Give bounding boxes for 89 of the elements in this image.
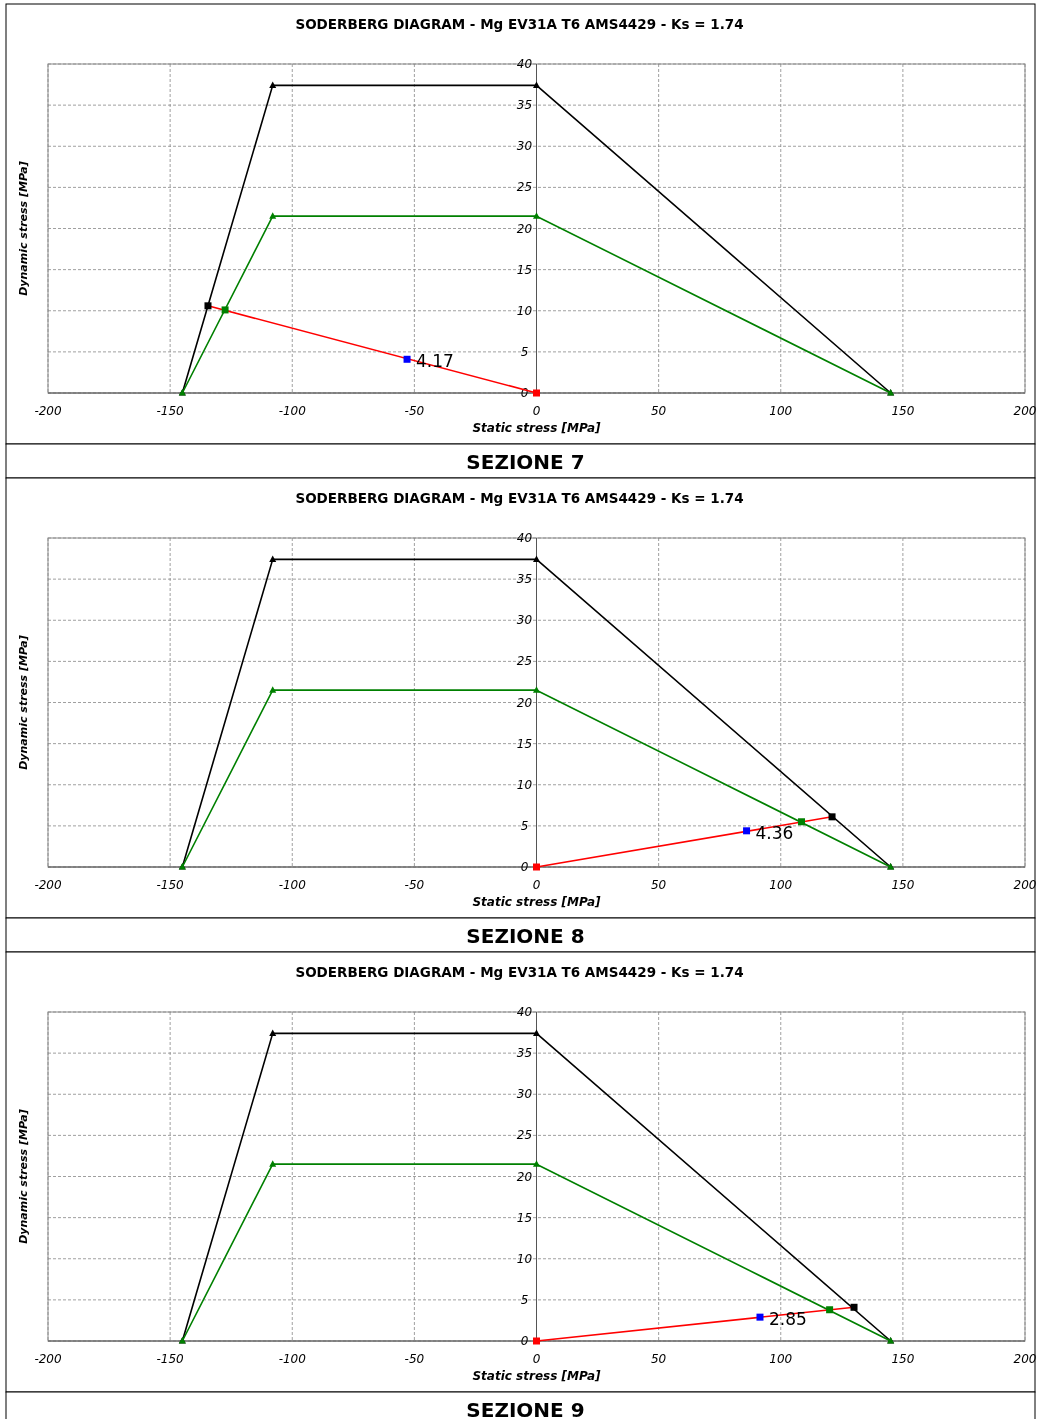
y-tick-label: 10	[516, 303, 533, 318]
point	[269, 212, 277, 219]
point	[403, 355, 411, 363]
y-tick-label: 20	[516, 695, 533, 710]
x-tick-label: 150	[891, 1352, 915, 1366]
x-axis-title: Static stress [MPa]	[472, 421, 602, 435]
x-tick-label: 150	[891, 404, 915, 418]
x-tick-label: -100	[278, 878, 307, 892]
point	[743, 827, 751, 835]
x-tick-label: -150	[156, 1352, 185, 1366]
x-tick-label: -100	[278, 404, 307, 418]
y-tick-label: 35	[516, 1046, 533, 1061]
x-tick-label: 100	[769, 878, 793, 892]
y-tick-label: 40	[516, 57, 533, 71]
point	[798, 818, 806, 826]
y-axis-title: Dynamic stress [MPa]	[17, 635, 30, 770]
y-tick-label: 15	[516, 1210, 533, 1225]
x-tick-label: 200	[1013, 1352, 1037, 1366]
y-tick-label: 0	[520, 1334, 529, 1348]
y-axis-title: Dynamic stress [MPa]	[17, 1109, 30, 1244]
point	[533, 1337, 540, 1345]
y-tick-label: 35	[516, 572, 533, 587]
y-tick-label: 30	[516, 1087, 533, 1102]
x-axis-title: Static stress [MPa]	[472, 1369, 602, 1383]
point	[850, 1303, 858, 1311]
y-tick-label: 15	[516, 736, 533, 751]
x-tick-label: 150	[891, 878, 915, 892]
annotation: 2.85	[768, 1309, 807, 1330]
y-tick-label: 25	[516, 654, 533, 669]
x-axis-title: Static stress [MPa]	[472, 895, 602, 909]
x-tick-label: 100	[769, 1352, 793, 1366]
y-tick-label: 10	[516, 777, 533, 792]
y-tick-label: 10	[516, 1251, 533, 1266]
x-tick-label: -100	[278, 1352, 307, 1366]
y-tick-label: 30	[516, 139, 533, 154]
x-tick-label: -200	[34, 404, 62, 418]
point	[269, 1029, 277, 1036]
y-tick-label: 40	[516, 1005, 533, 1019]
x-tick-label: 50	[650, 404, 667, 418]
point	[269, 555, 277, 562]
x-tick-label: -50	[404, 878, 425, 892]
x-tick-label: -200	[34, 1352, 62, 1366]
point	[533, 81, 540, 88]
point	[204, 302, 212, 310]
point	[533, 863, 540, 871]
x-tick-label: -200	[34, 878, 62, 892]
annotation: 4.36	[755, 822, 794, 843]
x-tick-label: -150	[156, 878, 185, 892]
x-tick-label: 50	[650, 1352, 667, 1366]
y-tick-label: 25	[516, 180, 533, 195]
text: SEZIONE 8	[466, 924, 585, 948]
y-tick-label: 20	[516, 221, 533, 236]
y-tick-label: 40	[516, 531, 533, 545]
text: SEZIONE 9	[466, 1398, 585, 1419]
y-tick-label: 20	[516, 1169, 533, 1184]
x-tick-label: -50	[404, 1352, 425, 1366]
chart-title: SODERBERG DIAGRAM - Mg EV31A T6 AMS4429 - Ks = 1.74	[295, 964, 744, 980]
x-tick-label: -150	[156, 404, 185, 418]
y-tick-label: 5	[520, 1292, 529, 1307]
text: SEZIONE 7	[466, 450, 585, 474]
x-tick-label: 50	[650, 878, 667, 892]
x-tick-label: 100	[769, 404, 793, 418]
y-tick-label: 25	[516, 1128, 533, 1143]
point	[533, 555, 540, 562]
y-tick-label: 0	[520, 860, 529, 874]
annotation: 4.17	[416, 351, 454, 372]
point	[533, 389, 540, 397]
y-tick-label: 5	[520, 344, 529, 359]
point	[756, 1313, 764, 1321]
y-tick-label: 15	[516, 262, 533, 277]
y-axis-title: Dynamic stress [MPa]	[17, 161, 30, 296]
point	[269, 1160, 277, 1167]
y-tick-label: 30	[516, 613, 533, 628]
x-tick-label: -50	[404, 404, 425, 418]
point	[533, 212, 540, 219]
point	[533, 1029, 540, 1036]
x-tick-label: 200	[1013, 878, 1037, 892]
point	[221, 306, 229, 314]
point	[269, 81, 277, 88]
point	[826, 1306, 834, 1314]
y-tick-label: 35	[516, 98, 533, 113]
point	[533, 1160, 540, 1167]
point	[828, 813, 836, 821]
chart-title: SODERBERG DIAGRAM - Mg EV31A T6 AMS4429 - Ks = 1.74	[295, 490, 744, 506]
point	[533, 686, 540, 693]
chart-title: SODERBERG DIAGRAM - Mg EV31A T6 AMS4429 - Ks = 1.74	[295, 16, 744, 32]
y-tick-label: 5	[520, 818, 529, 833]
point	[269, 686, 277, 693]
x-tick-label: 200	[1013, 404, 1037, 418]
